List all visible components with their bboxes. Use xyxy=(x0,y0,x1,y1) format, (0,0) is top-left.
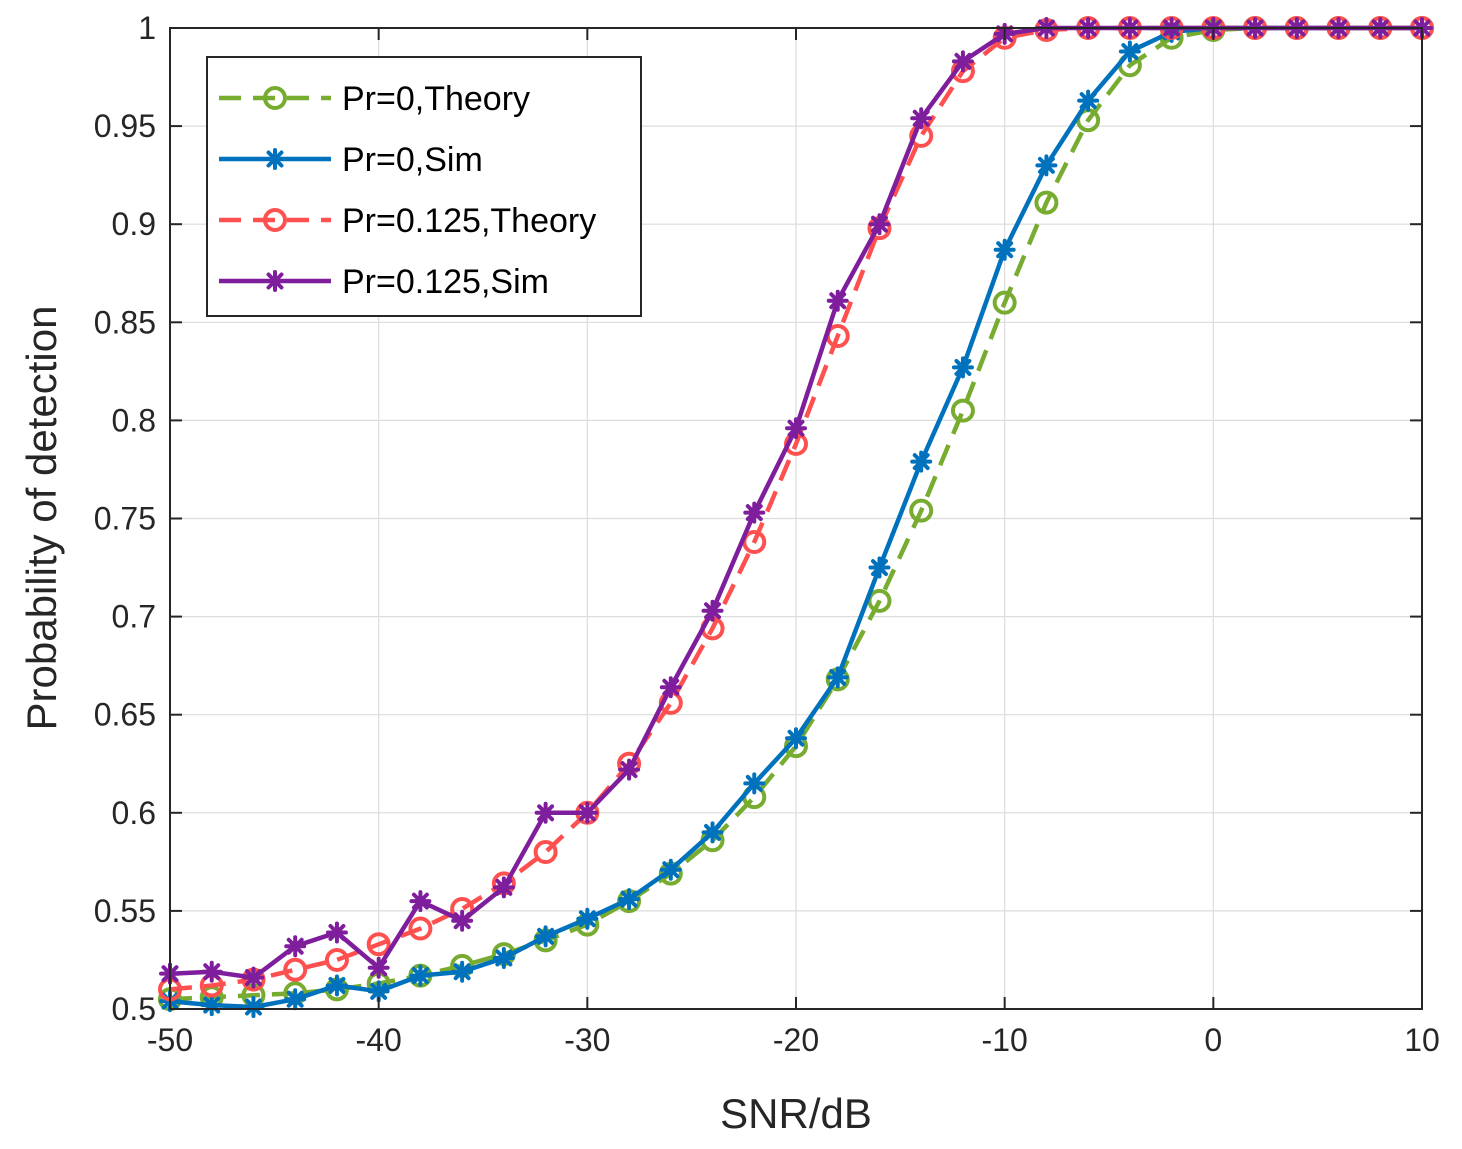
data-point xyxy=(408,916,433,941)
data-point xyxy=(283,957,308,982)
data-point xyxy=(1077,89,1100,112)
legend: Pr=0,Theory Pr=0,Sim Pr=0.125,Theory Pr=0.1… xyxy=(206,56,642,317)
legend-entry-3: Pr=0.125,Theory xyxy=(219,202,596,240)
data-point xyxy=(826,289,849,312)
x-tick-label: -40 xyxy=(356,1022,402,1058)
data-point xyxy=(826,666,849,689)
data-point xyxy=(951,356,974,379)
data-point xyxy=(743,772,766,795)
y-tick-label: 0.75 xyxy=(94,501,156,537)
legend-entry-4: Pr=0.125,Sim xyxy=(219,263,549,301)
y-tick-label: 0.55 xyxy=(94,893,156,929)
data-point xyxy=(742,530,767,555)
x-tick-label: -10 xyxy=(982,1022,1028,1058)
data-point xyxy=(409,964,432,987)
legend-marker xyxy=(264,148,286,170)
data-point xyxy=(367,980,390,1003)
x-tick-label: -50 xyxy=(147,1022,193,1058)
data-point xyxy=(785,417,807,440)
data-point xyxy=(492,876,515,899)
y-tick-label: 0.85 xyxy=(94,304,156,340)
data-point xyxy=(701,821,724,844)
data-point xyxy=(242,966,265,989)
data-point xyxy=(951,50,974,73)
data-point xyxy=(910,450,933,473)
data-point xyxy=(618,888,641,911)
data-point xyxy=(1118,40,1141,63)
series-line xyxy=(169,25,1422,992)
legend-marker xyxy=(263,208,287,232)
x-tick-label: 0 xyxy=(1204,1022,1222,1058)
legend-label: Pr=0,Theory xyxy=(342,80,530,118)
data-point xyxy=(992,290,1017,315)
data-point xyxy=(533,840,558,865)
grid-layer xyxy=(170,28,1422,1009)
data-point xyxy=(284,988,307,1011)
data-point xyxy=(367,956,390,979)
data-point xyxy=(534,801,557,824)
data-point xyxy=(200,994,223,1017)
y-tick-label: 0.8 xyxy=(112,402,156,438)
x-axis-title: SNR/dB xyxy=(720,1090,872,1137)
data-point xyxy=(950,398,975,423)
data-point xyxy=(576,907,599,930)
data-point xyxy=(366,932,391,957)
x-tick-label: -20 xyxy=(773,1022,819,1058)
x-tick-label: 10 xyxy=(1404,1022,1440,1058)
data-point xyxy=(242,996,265,1019)
y-tick-label: 0.9 xyxy=(112,206,156,242)
data-point xyxy=(492,946,515,969)
data-point xyxy=(868,556,891,579)
legend-label: Pr=0,Sim xyxy=(342,141,483,179)
data-point xyxy=(909,498,934,523)
y-tick-label: 0.6 xyxy=(112,795,156,831)
data-point xyxy=(993,238,1016,261)
data-point xyxy=(200,960,223,983)
data-point xyxy=(325,974,348,997)
data-point xyxy=(324,947,349,972)
y-tick-label: 1 xyxy=(138,10,156,46)
data-point xyxy=(910,107,933,130)
data-point xyxy=(325,921,348,944)
data-point xyxy=(867,588,892,613)
y-tick-label: 0.5 xyxy=(112,991,156,1027)
y-tick-label: 0.65 xyxy=(94,697,156,733)
x-tick-label: -30 xyxy=(564,1022,610,1058)
data-point xyxy=(1035,154,1058,177)
legend-box xyxy=(206,56,642,317)
data-point xyxy=(534,925,557,948)
legend-marker xyxy=(264,270,286,292)
data-point xyxy=(659,676,682,699)
data-point xyxy=(576,801,599,824)
y-axis-title: Probability of detection xyxy=(18,306,65,731)
tick-layer: -50 -40 -30 -20 -10 0 10 0.5 0.55 0.6 0.65 0.7 0.75 0… xyxy=(94,10,1440,1058)
y-tick-label: 0.95 xyxy=(94,108,156,144)
data-point xyxy=(451,909,474,932)
y-tick-label: 0.7 xyxy=(112,599,156,635)
data-point xyxy=(618,758,641,781)
data-point xyxy=(785,727,807,750)
data-point xyxy=(409,890,432,913)
legend-label: Pr=0.125,Sim xyxy=(342,263,549,301)
data-point xyxy=(1034,190,1059,215)
data-point xyxy=(451,960,474,983)
data-point xyxy=(659,858,682,881)
legend-entry-2: Pr=0,Sim xyxy=(219,141,483,179)
legend-entry-1: Pr=0,Theory xyxy=(219,80,530,118)
data-point xyxy=(868,213,891,236)
legend-label: Pr=0.125,Theory xyxy=(342,202,596,240)
data-point xyxy=(284,935,307,958)
data-point xyxy=(743,501,766,524)
legend-marker xyxy=(263,86,287,110)
data-point xyxy=(701,599,724,622)
